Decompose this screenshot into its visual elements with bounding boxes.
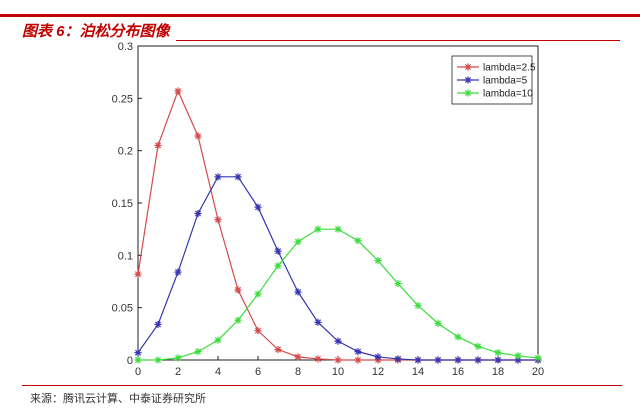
legend-label: lambda=2.5: [483, 63, 536, 74]
figure-title: 图表 6：泊松分布图像: [22, 23, 170, 40]
data-point-marker: [334, 337, 342, 345]
y-tick-label: 0.25: [112, 93, 133, 105]
data-point-marker: [454, 356, 462, 364]
data-point-marker: [374, 353, 382, 361]
data-point-marker: [454, 333, 462, 341]
x-tick-label: 16: [452, 366, 464, 378]
series-2: [134, 173, 542, 364]
data-point-marker: [514, 352, 522, 360]
x-tick-label: 10: [332, 366, 344, 378]
data-point-marker: [394, 279, 402, 288]
data-point-marker: [394, 355, 402, 363]
data-point-marker: [314, 355, 322, 363]
data-point-marker: [234, 286, 242, 294]
x-tick-label: 0: [135, 366, 141, 378]
data-point-marker: [134, 356, 142, 364]
poisson-chart: 0 0.05 0.1 0.15 0.2 0.25 0.3 0 2 4 6 8 10 12 14 16 18 20…: [112, 41, 545, 378]
data-point-marker: [194, 209, 202, 218]
data-point-marker: [214, 216, 222, 224]
y-tick-label: 0.15: [112, 198, 133, 210]
data-point-marker: [534, 354, 542, 362]
data-point-marker: [194, 132, 202, 140]
data-point-marker: [274, 262, 282, 270]
legend-item: lambda=5: [457, 76, 528, 87]
data-point-marker: [494, 356, 502, 364]
data-point-marker: [494, 349, 502, 357]
x-tick-label: 18: [492, 366, 504, 378]
series-3: [134, 225, 542, 364]
series-layer: [134, 87, 542, 364]
legend-marker: [464, 76, 472, 84]
data-point-marker: [174, 87, 182, 95]
data-point-marker: [414, 301, 422, 310]
data-point-marker: [434, 319, 442, 327]
data-point-marker: [234, 316, 242, 324]
data-point-marker: [294, 353, 302, 361]
x-tick-label: 2: [175, 366, 181, 378]
data-point-marker: [214, 336, 222, 344]
data-point-marker: [174, 268, 182, 276]
data-point-marker: [254, 327, 262, 335]
footer-rule: [22, 385, 622, 386]
data-point-marker: [274, 345, 282, 354]
data-point-marker: [214, 173, 222, 181]
legend-item: lambda=10: [457, 89, 533, 100]
y-tick-label: 0.2: [118, 146, 133, 158]
data-point-marker: [294, 288, 302, 296]
data-point-marker: [154, 320, 162, 329]
y-tick-label: 0.1: [118, 250, 133, 262]
data-point-marker: [334, 225, 342, 233]
data-point-marker: [234, 173, 242, 181]
source-note: 来源：腾讯云计算、中泰证券研究所: [30, 393, 206, 405]
legend-label: lambda=10: [483, 89, 533, 100]
x-tick-label: 8: [295, 366, 301, 378]
data-point-marker: [294, 238, 302, 246]
title-underline: [176, 40, 620, 41]
data-point-marker: [174, 354, 182, 362]
series-1: [134, 87, 542, 364]
y-axis-ticks: 0 0.05 0.1 0.15 0.2 0.25 0.3: [112, 41, 142, 367]
series-line: [137, 89, 538, 361]
data-point-marker: [434, 356, 442, 364]
legend-marker: [464, 89, 472, 97]
legend-item: lambda=2.5: [457, 63, 536, 74]
data-point-marker: [134, 270, 142, 278]
data-point-marker: [254, 203, 262, 211]
data-point-marker: [374, 256, 382, 265]
y-tick-label: 0.05: [112, 303, 133, 315]
data-point-marker: [314, 225, 322, 233]
legend-marker: [464, 63, 472, 71]
top-accent-bar: [0, 14, 640, 17]
y-tick-label: 0.3: [118, 41, 133, 53]
x-tick-label: 4: [215, 366, 221, 378]
x-tick-label: 6: [255, 366, 261, 378]
series-line: [137, 176, 538, 361]
data-point-marker: [354, 356, 362, 364]
x-tick-label: 12: [372, 366, 384, 378]
y-tick-label: 0: [127, 355, 133, 367]
data-point-marker: [254, 290, 262, 298]
data-point-marker: [194, 348, 202, 356]
x-tick-label: 14: [412, 366, 424, 378]
data-point-marker: [134, 349, 142, 357]
legend: lambda=2.5 lambda=5 lambda=10: [451, 55, 536, 105]
data-point-marker: [154, 356, 162, 364]
data-point-marker: [414, 356, 422, 364]
data-point-marker: [354, 237, 362, 245]
data-point-marker: [314, 318, 322, 326]
data-point-marker: [474, 342, 482, 350]
legend-label: lambda=5: [483, 76, 528, 87]
data-point-marker: [474, 356, 482, 364]
data-point-marker: [354, 348, 362, 356]
x-tick-label: 20: [532, 366, 544, 378]
data-point-marker: [334, 356, 342, 364]
data-point-marker: [274, 247, 282, 255]
data-point-marker: [154, 141, 162, 150]
